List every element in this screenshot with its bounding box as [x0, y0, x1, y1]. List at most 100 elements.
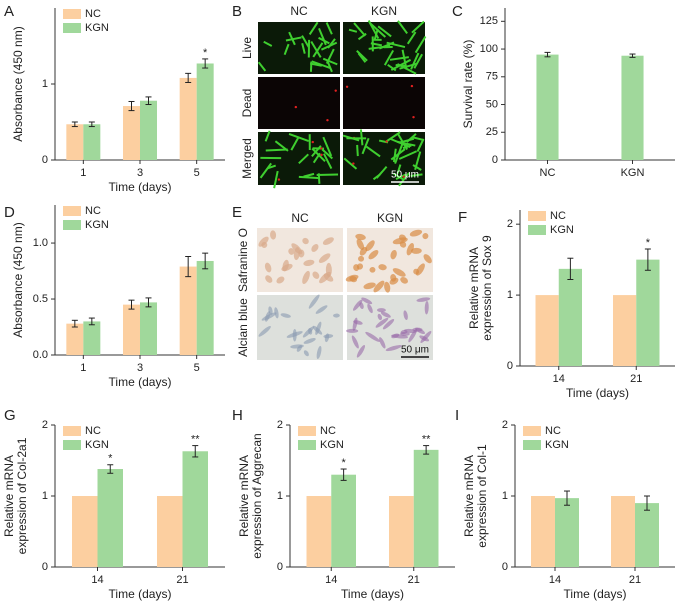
row-label: Live: [240, 37, 254, 59]
cell: [322, 136, 333, 157]
cell: [346, 328, 359, 333]
cell: [264, 311, 271, 322]
y-tick-label: 1: [42, 490, 48, 502]
x-tick-label: 14: [325, 574, 337, 586]
cell: [383, 49, 395, 66]
cell: [281, 263, 293, 272]
cell: [298, 249, 305, 258]
row-label: Alcian blue: [236, 298, 250, 357]
column-label: NC: [290, 4, 308, 18]
cell: [302, 237, 309, 245]
y-axis-label: expression of Aggrecan: [250, 433, 264, 558]
cell: [398, 150, 418, 160]
cell: [280, 313, 291, 318]
bar: [536, 54, 559, 160]
bar: [613, 295, 637, 366]
cell: [301, 42, 306, 54]
cell: [365, 145, 381, 158]
cell: [385, 345, 402, 352]
cell: [358, 255, 365, 262]
legend-swatch: [63, 426, 81, 436]
y-axis-label: Relative mRNA: [237, 455, 251, 537]
legend-label: NC: [550, 210, 566, 222]
cell: [373, 280, 385, 293]
cell: [286, 331, 303, 338]
cell: [301, 35, 310, 48]
cell: [423, 254, 432, 264]
y-tick-label: 75: [486, 71, 498, 83]
x-tick-label: 21: [176, 574, 188, 586]
legend-swatch: [298, 440, 316, 450]
cell: [368, 250, 379, 260]
cell: [356, 49, 368, 62]
bar: [179, 266, 197, 355]
x-tick-label: 1: [80, 167, 86, 179]
legend-swatch: [528, 225, 546, 235]
y-axis-label: Absorbance (450 nm): [11, 26, 25, 141]
cell: [318, 253, 331, 263]
error-bar: [71, 121, 78, 128]
y-tick-label: 0: [492, 154, 498, 166]
legend-swatch: [63, 23, 81, 33]
legend-label: KGN: [545, 439, 569, 451]
bar: [140, 100, 157, 160]
cell: [355, 233, 366, 241]
cell: [303, 338, 316, 344]
error-bar: [71, 319, 78, 328]
y-tick-label: 1: [507, 289, 513, 301]
cell: [356, 344, 366, 358]
cell: [277, 178, 281, 181]
y-axis-label: expression of Col-1: [475, 444, 489, 548]
cell: [318, 27, 327, 46]
legend-swatch: [523, 426, 541, 436]
y-tick-label: 1.0: [33, 237, 48, 249]
cell: [353, 22, 366, 37]
legend-label: NC: [320, 425, 336, 437]
bar: [558, 268, 582, 366]
cell: [308, 294, 320, 309]
cell: [389, 56, 409, 61]
cell: [392, 148, 397, 163]
cell: [363, 282, 376, 290]
bar: [635, 503, 659, 567]
cell: [416, 138, 425, 152]
cell: [323, 334, 334, 339]
cell: [288, 248, 295, 255]
cell: [372, 173, 381, 181]
cell: [379, 337, 386, 349]
cell: [326, 118, 329, 122]
x-axis-label: Time (days): [109, 180, 172, 194]
cell: [377, 308, 386, 313]
cell: [408, 328, 418, 343]
cell: [375, 317, 389, 328]
cell: [396, 164, 402, 174]
y-tick-label: 2: [502, 419, 508, 431]
cell: [403, 310, 408, 321]
cell: [320, 153, 323, 157]
cell: [302, 270, 310, 285]
cell: [393, 172, 404, 181]
cell: [395, 173, 407, 181]
cell: [334, 89, 337, 92]
legend-swatch: [528, 211, 546, 221]
cell: [311, 147, 326, 162]
y-tick-label: 2: [42, 419, 48, 431]
error-bar: [145, 96, 152, 106]
cell: [386, 131, 401, 143]
error-bar: [107, 464, 114, 474]
cell: [414, 151, 422, 171]
y-tick-label: 50: [486, 98, 498, 110]
y-tick-label: 100: [480, 43, 498, 55]
y-tick-label: 0: [507, 360, 513, 372]
cell: [345, 274, 359, 282]
x-tick-label: 21: [630, 373, 642, 385]
x-tick-label: 1: [80, 362, 86, 374]
column-label: KGN: [371, 4, 397, 18]
cell: [322, 153, 333, 170]
cell: [420, 330, 432, 343]
x-axis-label: Time (days): [109, 375, 172, 389]
x-tick-label: 3: [137, 362, 143, 374]
scale-bar-label: 50 μm: [391, 170, 419, 181]
y-axis-label: expression of Col-2a1: [15, 437, 29, 554]
panel-letter: A: [4, 3, 14, 20]
